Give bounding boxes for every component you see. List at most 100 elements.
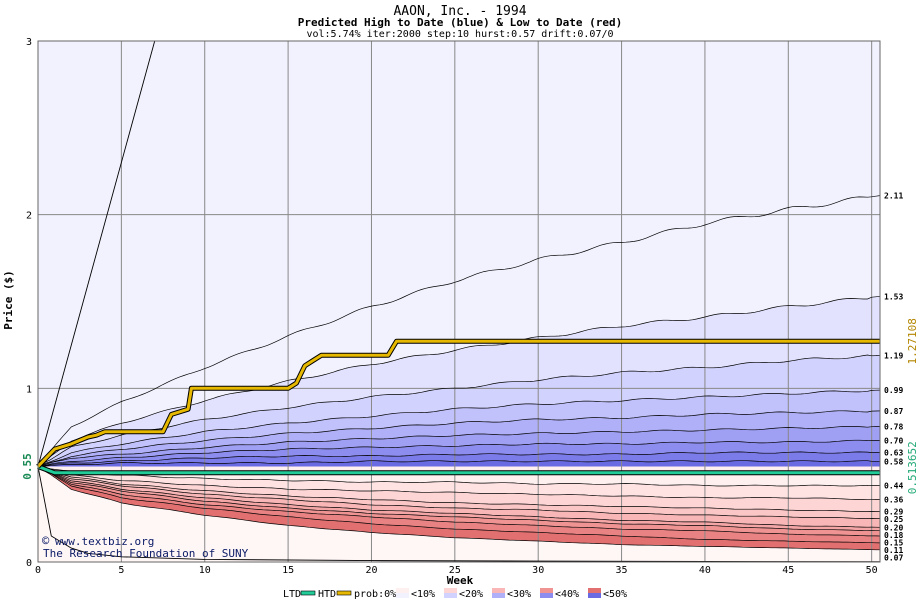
- band-line-0.99: [37, 389, 881, 467]
- band-end-label: 0.78: [884, 423, 903, 432]
- legend-item-label: <30%: [507, 589, 531, 600]
- lower-band-0.29: [38, 466, 880, 512]
- legend-item-label: <10%: [411, 589, 435, 600]
- legend-item-label: <40%: [555, 589, 579, 600]
- band-line-0.78: [37, 425, 881, 467]
- legend-ltd-label: LTD: [283, 589, 301, 600]
- credit-site: www.textbiz.org: [55, 535, 154, 548]
- band-line-1.53: [37, 295, 881, 467]
- band-line-0.20: [37, 466, 881, 528]
- chart-params: vol:5.74% iter:2000 step:10 hurst:0.57 d…: [306, 29, 613, 40]
- band-end-label: 0.99: [884, 386, 903, 395]
- chart-title: AAON, Inc. - 1994: [393, 4, 526, 19]
- band-line-0.15: [37, 466, 881, 537]
- legend-swatch-blue: [588, 593, 601, 598]
- lower-band-0.11: [38, 466, 880, 543]
- upper-band-0.78: [38, 426, 880, 467]
- band-line-0.63: [37, 451, 880, 467]
- band-line-2.11: [37, 195, 881, 467]
- band-end-label: 1.19: [884, 351, 903, 360]
- legend: LTD HTD prob:0% <10% <20% <30% <40% <50%: [283, 588, 627, 600]
- upper-band-2.11: [38, 195, 880, 467]
- x-tick-label: 5: [118, 565, 124, 576]
- band-end-label: 0.15: [884, 538, 903, 547]
- lower-band-0.36: [38, 466, 880, 500]
- band-end-label: 0.36: [884, 496, 903, 505]
- upper-band-1.19: [38, 355, 880, 467]
- band-line-1.19: [37, 354, 881, 467]
- legend-prob-label: prob:0%: [354, 589, 396, 600]
- x-tick-label: 30: [532, 565, 544, 576]
- legend-items: <10% <20% <30% <40% <50%: [396, 588, 627, 600]
- x-tick-label: 15: [282, 565, 294, 576]
- upper-band-0.87: [38, 410, 880, 467]
- upper-band-0.63: [38, 451, 880, 467]
- start-price-label: 0.55: [21, 453, 34, 480]
- band-end-label: 0.20: [884, 523, 903, 532]
- band-end-label: 0.25: [884, 515, 903, 524]
- band-line-0.18: [37, 466, 880, 532]
- legend-item-label: <20%: [459, 589, 483, 600]
- band-line-0.58: [37, 460, 880, 467]
- band-end-label: 0.58: [884, 457, 903, 466]
- band-line-0.44: [37, 466, 880, 487]
- legend-swatch-blue: [492, 593, 505, 598]
- x-tick-label: 45: [782, 565, 794, 576]
- legend-htd-swatch: [336, 590, 352, 596]
- x-axis-label: Week: [447, 574, 474, 587]
- band-end-label: 0.11: [884, 546, 903, 555]
- plot-area: 0 5 10 15 20 25 30 35 40 45 50 0 1 2 3 2.11 1.53 1.19 0.99…: [26, 37, 903, 576]
- band-end-label: 1.53: [884, 292, 903, 301]
- lower-band-0.25: [38, 466, 880, 519]
- upper-band-0.99: [38, 390, 880, 467]
- x-tick-label: 20: [365, 565, 377, 576]
- band-end-label: 0.63: [884, 449, 903, 458]
- band-line-0.07: [37, 466, 880, 551]
- legend-swatch-red: [492, 588, 505, 593]
- band-end-label: 0.29: [884, 508, 903, 517]
- low-to-date-line: [37, 465, 880, 475]
- upper-band-0.58: [38, 460, 880, 467]
- credit: www.textbiz.org © The Research Foundatio…: [42, 534, 249, 560]
- band-line-0.87: [37, 410, 881, 467]
- x-tick-label: 40: [699, 565, 711, 576]
- band-end-label: 0.44: [884, 482, 903, 491]
- band-line-0.36: [37, 466, 881, 500]
- y-axis-label: Price ($): [2, 270, 15, 330]
- y-tick-label: 2: [26, 211, 32, 222]
- copyright-symbol: ©: [42, 534, 50, 548]
- band-end-label: 0.87: [884, 407, 903, 416]
- high-to-date-line: [36, 339, 880, 468]
- min-envelope-line: [37, 466, 881, 563]
- band-end-label: 0.18: [884, 531, 903, 540]
- plot-border: [37, 40, 881, 563]
- band-line-0.70: [37, 439, 881, 467]
- legend-swatch-red: [396, 588, 409, 593]
- x-tick-label: 0: [35, 565, 41, 576]
- legend-htd-label: HTD: [318, 589, 336, 600]
- band-line-0.29: [37, 466, 880, 512]
- x-tick-label: 10: [199, 565, 211, 576]
- upper-band-0.70: [38, 440, 880, 467]
- lower-band-0.20: [38, 466, 880, 528]
- band-end-label: 0.70: [884, 436, 903, 445]
- band-end-label: 0.07: [884, 553, 903, 562]
- x-tick-label: 35: [616, 565, 628, 576]
- y-tick-label: 0: [26, 558, 32, 569]
- legend-swatch-red: [588, 588, 601, 593]
- band-line-0.25: [37, 466, 881, 519]
- legend-swatch-blue: [444, 593, 457, 598]
- legend-swatch-red: [540, 588, 553, 593]
- y-tick-label: 1: [26, 384, 32, 395]
- legend-ltd-swatch: [300, 590, 316, 596]
- legend-swatch-red: [444, 588, 457, 593]
- chart-subtitle: Predicted High to Date (blue) & Low to D…: [298, 16, 623, 29]
- legend-swatch-blue: [540, 593, 553, 598]
- legend-swatch-blue: [396, 593, 409, 598]
- lower-band-0.18: [38, 466, 880, 531]
- legend-item-label: <50%: [603, 589, 627, 600]
- x-tick-label: 50: [866, 565, 878, 576]
- x-tick-label: 25: [449, 565, 461, 576]
- lower-band-outer: [38, 466, 880, 562]
